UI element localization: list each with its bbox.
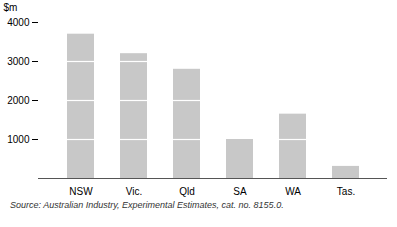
- svg-text:Qld: Qld: [179, 186, 195, 197]
- svg-text:2000: 2000: [7, 95, 30, 106]
- svg-text:WA: WA: [285, 186, 301, 197]
- svg-text:1000: 1000: [7, 134, 30, 145]
- html-text:Source: Australian Industry, E: Source: Australian Industry, Experimenta…: [10, 200, 284, 210]
- svg-text:Tas.: Tas.: [337, 186, 355, 197]
- svg-text:3000: 3000: [7, 56, 30, 67]
- svg-text:$m: $m: [4, 2, 18, 13]
- svg-text:SA: SA: [233, 186, 247, 197]
- svg-text:Vic.: Vic.: [126, 186, 143, 197]
- svg-text:NSW: NSW: [69, 186, 93, 197]
- svg-text:4000: 4000: [7, 17, 30, 28]
